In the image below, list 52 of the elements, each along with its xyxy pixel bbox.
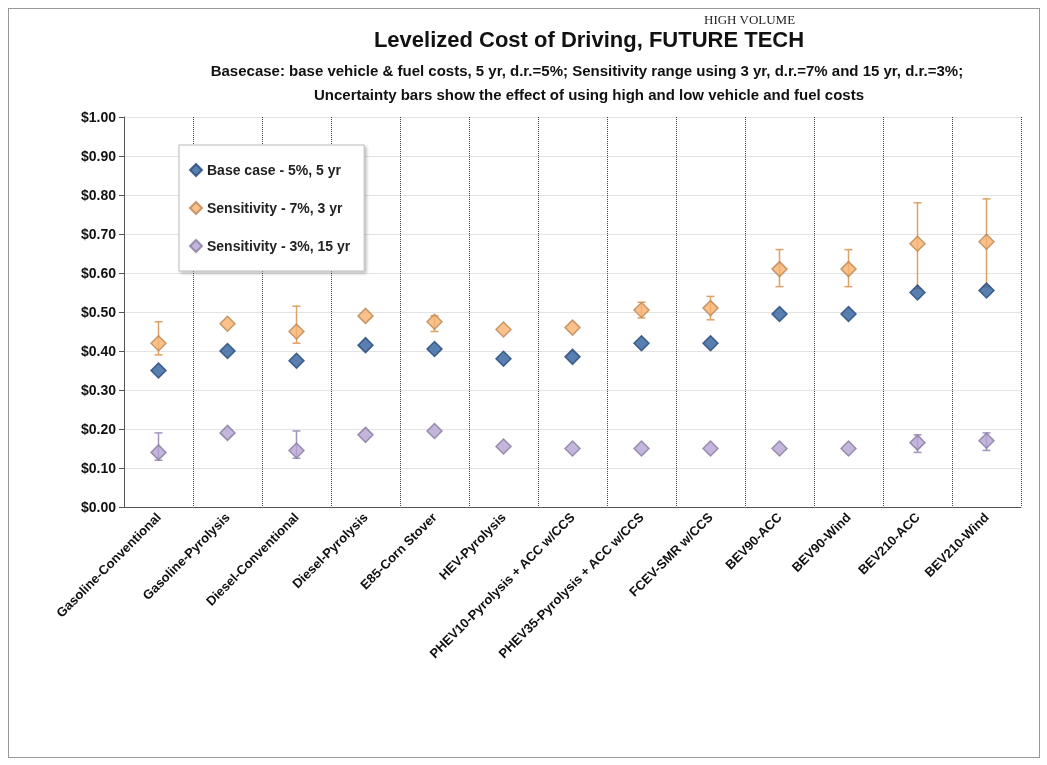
point (771, 440, 788, 457)
point (150, 334, 167, 352)
point (564, 319, 581, 336)
point (702, 299, 719, 317)
point (495, 321, 512, 338)
legend-label: Sensitivity - 3%, 15 yr (207, 238, 351, 254)
chart-title: Levelized Cost of Driving, FUTURE TECH (373, 26, 805, 52)
point (978, 233, 995, 251)
point (978, 282, 995, 299)
y-tick-label: $0.10 (80, 460, 117, 476)
point (288, 323, 305, 340)
point (633, 334, 650, 352)
y-tick-label: $0.50 (80, 304, 117, 320)
point (426, 422, 443, 440)
point (564, 440, 581, 457)
y-tick-label: $0.70 (80, 226, 117, 242)
point (771, 305, 788, 323)
y-tick-label: $0.80 (80, 187, 117, 203)
y-tick-label: $0.20 (80, 421, 117, 437)
y-tick-label: $0.00 (80, 499, 117, 515)
point (702, 334, 719, 352)
y-tick-label: $0.30 (80, 382, 117, 398)
point (564, 348, 581, 366)
point (771, 260, 788, 278)
point (840, 260, 857, 278)
point (357, 336, 374, 354)
point (219, 342, 236, 360)
point (909, 284, 926, 301)
point (288, 352, 305, 369)
y-tick-label: $0.60 (80, 265, 117, 281)
point (909, 235, 926, 252)
point (219, 315, 236, 332)
point (633, 440, 650, 457)
point (150, 444, 167, 461)
point (495, 350, 512, 368)
point (219, 424, 236, 442)
point (288, 442, 305, 459)
point (840, 305, 857, 323)
legend-label: Sensitivity - 7%, 3 yr (207, 200, 343, 216)
chart-subtitle: Basecase: base vehicle & fuel costs, 5 yr, d.r.=5%; Sensitivity range using 3 yr, d.r.=7% and 15 yr, d.r.=3%; Uncertainty bars show the effect of using high and low vehicle and fuel costs (210, 61, 968, 103)
point (150, 362, 167, 379)
y-tick-label: $0.90 (80, 148, 117, 164)
point (357, 426, 374, 444)
y-tick-label: $1.00 (80, 109, 117, 125)
y-tick-label: $0.40 (80, 343, 117, 359)
text: HIGH VOLUME (704, 12, 796, 27)
point (840, 440, 857, 457)
point (495, 438, 512, 455)
legend-label: Base case - 5%, 5 yr (207, 162, 342, 178)
point (426, 340, 443, 358)
point (357, 307, 374, 325)
point (702, 440, 719, 457)
